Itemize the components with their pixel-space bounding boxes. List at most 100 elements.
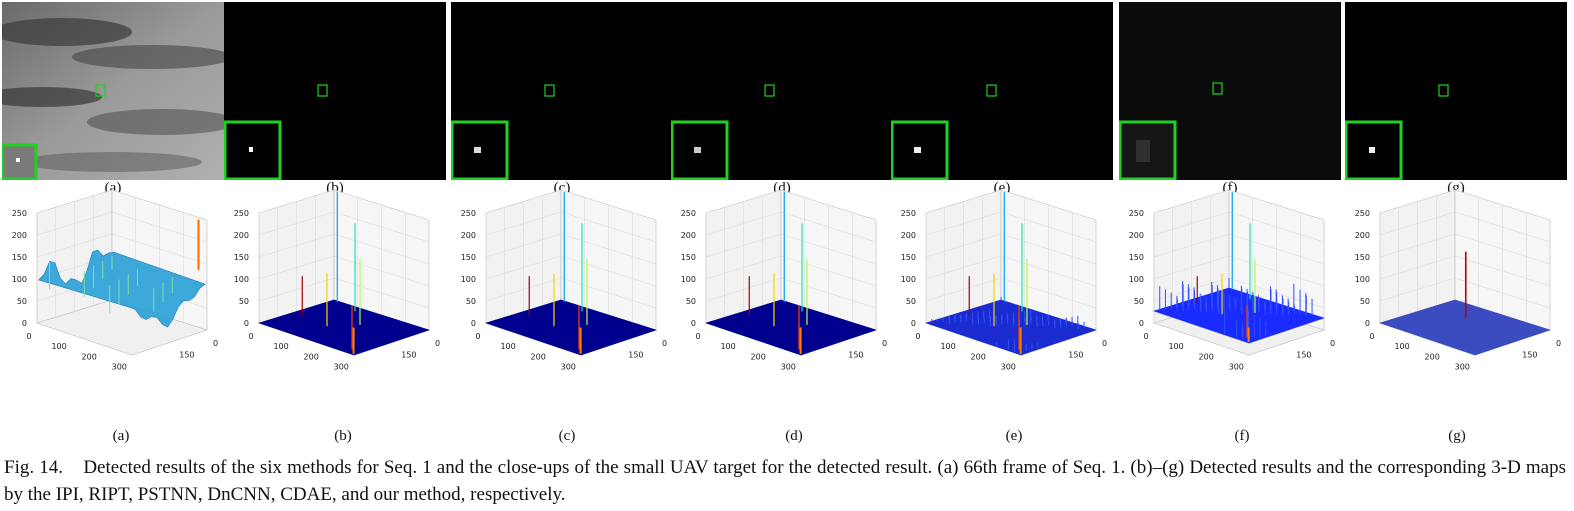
y-tick-label: 150 [401,350,416,359]
grid-line [258,189,430,221]
y-tick-label: 0 [1330,339,1335,348]
surface-plot-e: 0 50 100 150 200 250 0 100 200 300 150 0 [891,189,1113,430]
grid-line [1379,211,1551,243]
grid-line [36,233,208,265]
x-tick-label: 100 [1394,342,1409,351]
y-tick-label: 150 [1522,350,1537,359]
z-tick-label: 200 [681,231,696,240]
plot-label-b: (b) [334,428,352,444]
surface-plot-b: 0 50 100 150 200 250 0 100 200 300 150 0 [224,189,446,430]
z-tick-label: 100 [234,275,249,284]
z-tick-label: 100 [681,275,696,284]
z-tick-label: 0 [471,319,476,328]
z-tick-label: 0 [244,319,249,328]
grid-line [705,189,877,221]
z-tick-label: 50 [1360,297,1370,306]
image-panel-d [671,2,893,180]
grid-line [1153,255,1325,287]
y-tick-label: 150 [628,350,643,359]
z-tick-label: 150 [901,253,916,262]
z-tick-label: 0 [22,319,27,328]
x-tick-label: 200 [531,352,546,361]
surface-plot-d: 0 50 100 150 200 250 0 100 200 300 150 0 [671,189,893,430]
z-tick-label: 200 [901,231,916,240]
y-tick-label: 0 [882,339,887,348]
z-tick-label: 50 [17,297,27,306]
y-tick-label: 150 [1068,350,1083,359]
y-tick-label: 0 [435,339,440,348]
surface-plot-g: 0 50 100 150 200 250 0 100 200 300 150 0 [1345,189,1567,430]
image-panel-a [2,2,224,180]
figure-caption: Fig. 14. Detected results of the six met… [4,454,1566,508]
grid-line [1379,255,1551,287]
x-tick-label: 0 [1369,332,1374,341]
grid-line [36,189,208,221]
image-panel-e [891,2,1113,180]
grid-line [1379,189,1551,221]
grid-line [1153,211,1325,243]
z-tick-label: 50 [1134,297,1144,306]
surface [705,191,877,356]
grid-line [1153,189,1325,221]
z-tick-label: 50 [906,297,916,306]
x-tick-label: 100 [51,342,66,351]
z-tick-label: 200 [461,231,476,240]
x-tick-label: 100 [1168,342,1183,351]
grid-line [485,233,657,265]
x-tick-label: 100 [720,342,735,351]
z-tick-label: 0 [1139,319,1144,328]
z-tick-label: 250 [681,209,696,218]
y-tick-label: 150 [179,350,194,359]
z-tick-label: 0 [911,319,916,328]
flat-surface [485,299,657,356]
surface-plot-f: 0 50 100 150 200 250 0 100 200 300 150 0 [1119,189,1341,430]
x-tick-label: 300 [1229,362,1244,371]
x-tick-label: 0 [695,332,700,341]
z-tick-label: 50 [686,297,696,306]
x-tick-label: 300 [561,362,576,371]
floor [36,299,208,356]
surface [1153,191,1325,344]
z-tick-label: 200 [234,231,249,240]
grid-line [258,255,430,287]
x-tick-label: 0 [1143,332,1148,341]
plot-label-a: (a) [112,428,130,444]
grid-line [485,211,657,243]
x-tick-label: 300 [1001,362,1016,371]
z-tick-label: 100 [1355,275,1370,284]
plot-label-c: (c) [558,428,576,444]
surface [485,191,657,356]
z-tick-label: 150 [681,253,696,262]
z-tick-label: 200 [1129,231,1144,240]
flat-surface [925,299,1097,356]
x-tick-label: 100 [500,342,515,351]
x-tick-label: 300 [1455,362,1470,371]
surface [1379,251,1551,356]
flat-surface [1153,287,1325,344]
surface [258,191,430,356]
z-tick-label: 150 [1129,253,1144,262]
grid-line [705,255,877,287]
z-tick-label: 250 [1129,209,1144,218]
x-tick-label: 200 [751,352,766,361]
grid-line [1379,233,1551,265]
z-tick-label: 0 [1365,319,1370,328]
z-tick-label: 250 [461,209,476,218]
caption-text: Detected results of the six methods for … [4,457,1571,505]
z-tick-label: 50 [239,297,249,306]
x-tick-label: 200 [82,352,97,361]
z-tick-label: 200 [1355,231,1370,240]
z-tick-label: 250 [901,209,916,218]
grid-line [258,277,430,309]
grid-line [925,233,1097,265]
plot-label-f: (f) [1234,428,1250,444]
grid-line [925,189,1097,221]
surface [925,191,1097,356]
z-tick-label: 50 [466,297,476,306]
z-tick-label: 150 [12,253,27,262]
y-tick-label: 150 [848,350,863,359]
grid-line [258,211,430,243]
grid-line [705,277,877,309]
z-tick-label: 100 [12,275,27,284]
x-tick-label: 200 [304,352,319,361]
